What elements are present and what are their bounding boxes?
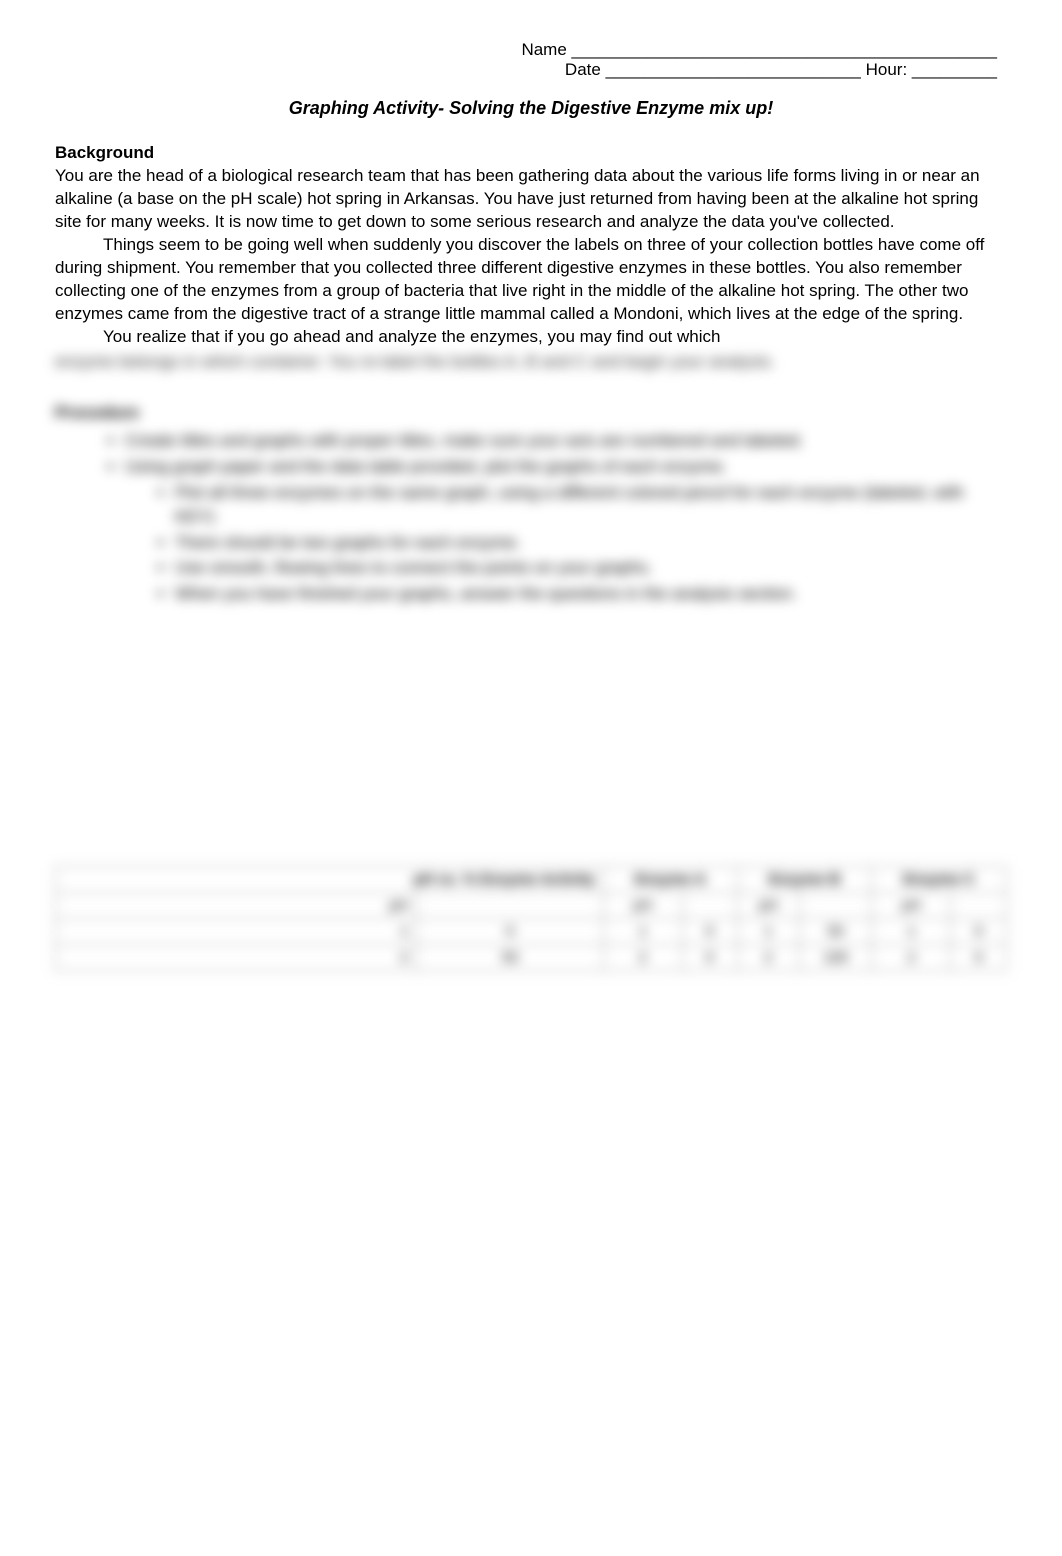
background-para-3-visible: You realize that if you go ahead and ana… (55, 326, 1007, 349)
table-cell: 0 (682, 945, 737, 971)
list-item: There should be two graphs for each enzy… (175, 531, 1007, 555)
table-cell: 0 (951, 945, 1007, 971)
table-cell: 1 (603, 919, 682, 945)
list-item: Using graph paper and the data table pro… (125, 455, 1007, 479)
background-para-1: You are the head of a biological researc… (55, 165, 1007, 234)
background-para-2: Things seem to be going well when sudden… (55, 234, 1007, 326)
table-cell: 50 (417, 945, 604, 971)
table-cell (951, 893, 1007, 919)
table-cell: pH (56, 893, 417, 919)
table-cell: pH (603, 893, 682, 919)
table-row: pH pH pH pH (56, 893, 1007, 919)
table-row: 1 0 1 0 1 50 1 0 (56, 919, 1007, 945)
date-label: Date (565, 60, 601, 79)
table-cell: 1 (56, 919, 417, 945)
table-cell: 0 (682, 919, 737, 945)
hour-blank: _________ (912, 60, 997, 79)
table-col-header: Enzyme A (603, 867, 737, 893)
header-lines: Name ___________________________________… (55, 40, 1007, 80)
data-table-section: pH vs. % Enzyme Activity Enzyme A Enzyme… (55, 866, 1007, 971)
list-item: Use smooth, flowing lines to connect the… (175, 556, 1007, 580)
table-cell: 2 (56, 945, 417, 971)
body-text: You are the head of a biological researc… (55, 165, 1007, 349)
procedure-bullets: Create titles and graphs with proper tit… (55, 429, 1007, 479)
table-cell: 1 (872, 919, 951, 945)
table-row: pH vs. % Enzyme Activity Enzyme A Enzyme… (56, 867, 1007, 893)
list-item: Plot all three enzymes on the same graph… (175, 481, 1007, 529)
table-col-header: Enzyme C (872, 867, 1007, 893)
enzyme-data-table: pH vs. % Enzyme Activity Enzyme A Enzyme… (55, 866, 1007, 971)
table-cell: 2 (603, 945, 682, 971)
table-col-header: Enzyme B (737, 867, 872, 893)
table-cell: 100 (799, 945, 871, 971)
list-item: When you have finished your graphs, answ… (175, 582, 1007, 606)
name-blank: ________________________________________… (572, 40, 997, 59)
table-cell (417, 893, 604, 919)
background-para-3-blurred: enzyme belongs in which container. You r… (55, 351, 1007, 374)
date-blank: ___________________________ (606, 60, 861, 79)
date-hour-line: Date ___________________________ Hour: _… (55, 60, 997, 80)
name-line: Name ___________________________________… (55, 40, 997, 60)
blurred-content: enzyme belongs in which container. You r… (55, 351, 1007, 607)
table-cell (799, 893, 871, 919)
table-main-header: pH vs. % Enzyme Activity (56, 867, 604, 893)
name-label: Name (521, 40, 566, 59)
procedure-heading: Procedure (55, 403, 1007, 423)
table-row: 2 50 2 0 2 100 2 0 (56, 945, 1007, 971)
table-cell: pH (737, 893, 799, 919)
table-cell: 2 (872, 945, 951, 971)
list-item: Create titles and graphs with proper tit… (125, 429, 1007, 453)
table-cell: pH (872, 893, 951, 919)
background-heading: Background (55, 143, 1007, 163)
table-cell: 0 (951, 919, 1007, 945)
table-cell (682, 893, 737, 919)
page-title: Graphing Activity- Solving the Digestive… (55, 98, 1007, 119)
hour-label: Hour: (866, 60, 908, 79)
table-cell: 0 (417, 919, 604, 945)
table-cell: 50 (799, 919, 871, 945)
procedure-sub-bullets: Plot all three enzymes on the same graph… (55, 481, 1007, 606)
table-cell: 2 (737, 945, 799, 971)
table-cell: 1 (737, 919, 799, 945)
